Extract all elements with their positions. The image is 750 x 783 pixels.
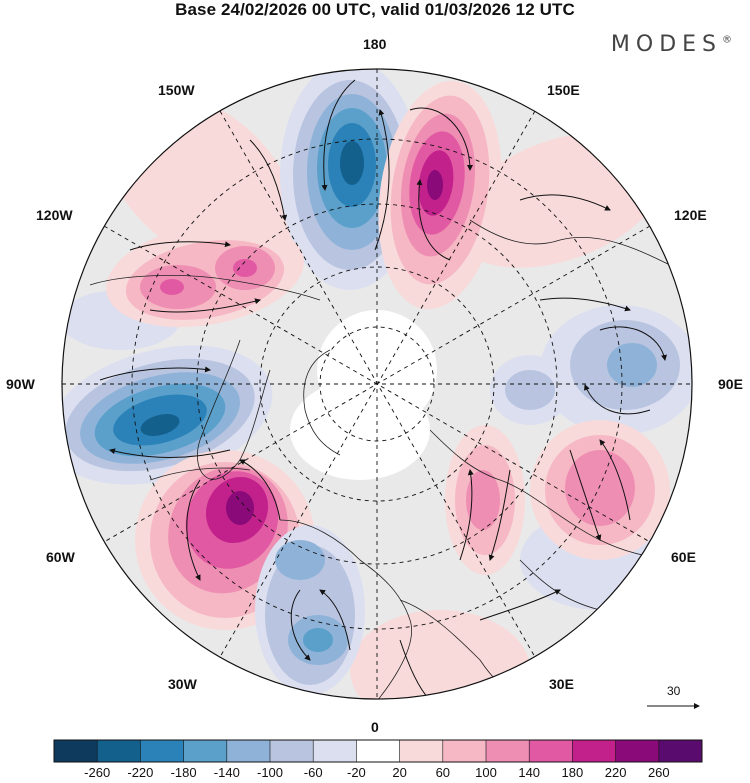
reference-vector-label: 30 [667, 684, 681, 698]
anomaly-pos-30e [445, 425, 525, 575]
colorbar-swatch [486, 740, 530, 762]
colorbar-swatch [226, 740, 271, 762]
colorbar-tick-label: -180 [170, 765, 197, 780]
colorbar-swatch [615, 740, 660, 762]
colorbar-tick-label: 140 [518, 765, 541, 780]
colorbar-swatch [140, 740, 185, 762]
colorbar-tick-label: -260 [84, 765, 111, 780]
colorbar-swatch [658, 740, 703, 762]
colorbar-swatch [442, 740, 487, 762]
colorbar-swatch [183, 740, 228, 762]
graticule [62, 69, 692, 699]
anomaly-neg-30w [255, 525, 365, 695]
colorbar-border [53, 739, 703, 763]
colorbar-tick-label: 220 [604, 765, 627, 780]
lon-label-60w: 60W [46, 549, 75, 565]
colorbar-tick-label: -100 [256, 765, 284, 780]
anomaly-neg-180 [280, 69, 420, 290]
lon-label-30w: 30W [168, 676, 197, 692]
colorbar-tick-label: 60 [435, 765, 451, 780]
modes-logo: MODES® [610, 32, 732, 57]
colorbar-tick-label: -220 [127, 765, 154, 780]
colorbar-tick-label: 100 [475, 765, 497, 780]
colorbar-swatch [54, 740, 98, 762]
colorbar-swatch [356, 740, 401, 762]
lon-label-30e: 30E [549, 676, 574, 692]
anomaly-neg-90e [490, 305, 692, 435]
lon-label-180: 180 [363, 36, 387, 52]
anomaly-pos-60e [530, 420, 670, 560]
colorbar-tick-labels: -260 -220 -180 -140 -100 -60 -20 20 60 100 140 180 2… [0, 765, 750, 783]
lon-label-120w: 120W [36, 207, 73, 223]
lon-label-150e: 150E [547, 82, 580, 98]
colorbar-tick-label: 20 [392, 765, 407, 780]
colorbar-tick-label: 180 [561, 765, 584, 780]
lon-label-120e: 120E [674, 207, 707, 223]
chart-title: Base 24/02/2026 00 UTC, valid 01/03/2026… [175, 0, 575, 19]
colorbar-tick-label: -140 [213, 765, 240, 780]
colorbar-swatch [572, 740, 617, 762]
colorbar-swatch [313, 740, 357, 762]
colorbar-tick-label: -60 [303, 765, 323, 780]
colorbar [53, 739, 703, 763]
colorbar-swatch [270, 740, 314, 762]
lon-label-0: 0 [371, 719, 379, 735]
lon-label-90w: 90W [6, 376, 35, 392]
colorbar-swatch [399, 740, 444, 762]
lon-label-60e: 60E [671, 549, 696, 565]
colorbar-swatch [97, 740, 141, 762]
lon-label-90e: 90E [718, 376, 743, 392]
colorbar-swatch [529, 740, 573, 762]
lon-label-150w: 150W [158, 82, 195, 98]
colorbar-tick-label: -20 [346, 765, 366, 780]
colorbar-tick-label: 260 [647, 765, 670, 780]
